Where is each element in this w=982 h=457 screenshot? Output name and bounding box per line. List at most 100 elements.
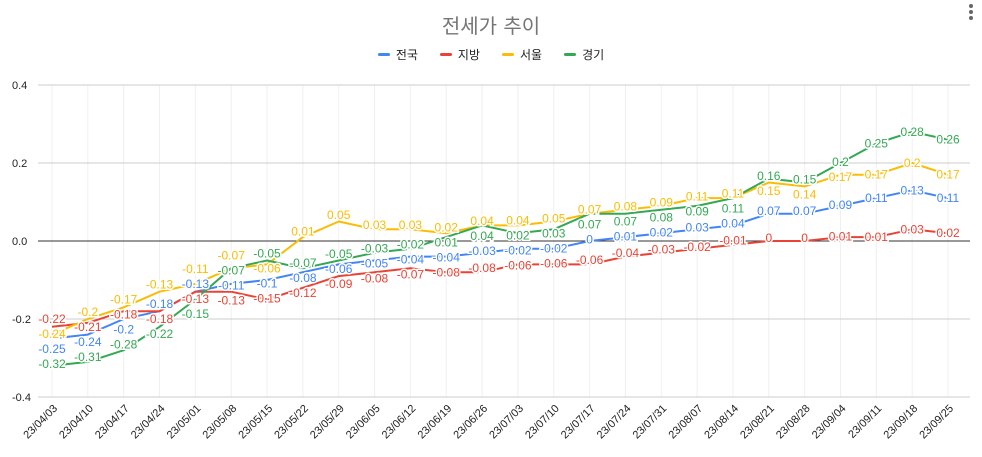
data-label: 0.09 [829,198,853,212]
x-tick-label: 23/05/08 [201,403,240,442]
x-tick-label: 23/07/17 [559,403,598,442]
legend-label: 지방 [457,48,480,62]
x-tick-label: 23/04/10 [57,403,96,442]
data-label: -0.03 [468,244,496,258]
data-label: -0.07 [218,249,246,263]
data-label: -0.13 [182,277,210,291]
data-label: -0.05 [325,247,353,261]
data-label: 0.11 [937,191,960,205]
x-tick-label: 23/09/18 [882,403,921,442]
legend-item-regional[interactable]: 지방 [439,46,480,63]
data-label: 0.11 [722,187,745,201]
x-tick-label: 23/07/10 [523,403,562,442]
y-tick-label: 0.0 [12,236,27,248]
data-label: 0.11 [686,189,709,203]
data-label: 0.03 [399,218,423,232]
data-label: 0.17 [936,168,960,182]
data-label: -0.15 [182,307,210,321]
data-label: -0.25 [38,342,66,356]
x-tick-label: 23/06/05 [344,403,383,442]
data-label: 0.2 [904,156,921,170]
data-label: -0.22 [38,312,66,326]
data-label: 0.04 [470,214,494,228]
data-label: -0.06 [504,258,532,272]
data-label: 0.03 [900,222,924,236]
data-label: 0.17 [829,170,853,184]
data-label: -0.12 [289,286,317,300]
data-label: 0.08 [614,199,638,213]
data-label: -0.03 [361,241,389,255]
data-label: -0.06 [253,262,281,276]
data-label: -0.08 [289,271,317,285]
data-label: 0.01 [614,229,638,243]
data-label: 0.05 [327,208,351,222]
data-label: 0.17 [865,168,889,182]
data-label: -0.06 [540,257,568,271]
y-tick-label: -0.2 [12,314,31,326]
data-label: -0.11 [218,279,245,293]
data-label: 0.03 [363,218,387,232]
more-options-icon[interactable] [968,2,974,22]
data-label: 0.07 [757,204,781,218]
data-label: -0.21 [74,320,102,334]
x-tick-label: 23/09/11 [846,403,884,441]
data-label: 0.09 [650,195,674,209]
x-tick-label: 23/09/25 [917,403,956,442]
data-label: 0.07 [614,214,638,228]
data-label: -0.02 [504,243,532,257]
data-label: 0.2 [832,155,849,169]
data-label: -0.04 [397,252,425,266]
data-label: -0.07 [289,256,317,270]
data-label: 0.02 [650,225,674,239]
legend-swatch [564,53,577,56]
data-label: 0.15 [793,173,817,187]
data-label: 0.15 [757,184,781,198]
legend-item-national[interactable]: 전국 [377,46,418,63]
data-label: -0.2 [113,322,134,336]
series-line-전국 [51,189,949,340]
data-label: -0.07 [397,267,425,281]
data-label: -0.06 [576,253,604,267]
data-label: 0.03 [685,221,709,235]
x-tick-label: 23/06/26 [451,403,490,442]
legend-label: 서울 [520,48,543,62]
legend-label: 경기 [582,48,605,62]
data-label: -0.11 [182,262,209,276]
data-label: 0.14 [793,188,817,202]
data-label: 0.02 [936,226,960,240]
y-tick-label: 0.4 [12,80,27,92]
legend-label: 전국 [395,48,418,62]
legend-swatch [502,53,514,56]
data-label: 0.02 [506,228,530,242]
data-label: -0.13 [218,294,246,308]
x-tick-label: 23/06/12 [380,403,419,442]
x-tick-label: 23/04/17 [93,403,132,442]
series-line-서울 [51,162,949,336]
data-label: -0.22 [146,327,174,341]
series-line-지방 [51,228,949,328]
x-tick-label: 23/05/29 [308,403,347,442]
data-label: -0.04 [433,250,461,264]
series-line-경기 [51,130,949,367]
data-label: 0.02 [435,220,459,234]
y-tick-label: 0.2 [12,158,27,170]
data-label: -0.04 [612,246,640,260]
x-tick-label: 23/07/31 [631,403,670,442]
data-label: -0.05 [361,256,389,270]
data-label: 0.04 [506,213,530,227]
x-tick-label: 23/08/28 [774,403,813,442]
data-label: -0.32 [38,357,66,371]
data-label: -0.03 [648,242,676,256]
data-label: -0.17 [110,292,138,306]
x-tick-label: 23/05/15 [236,403,275,442]
legend-item-seoul[interactable]: 서울 [502,46,542,63]
data-label: 0.03 [542,227,566,241]
data-label: -0.24 [38,327,66,341]
data-label: -0.28 [110,337,138,351]
legend-item-gyeonggi[interactable]: 경기 [564,46,604,63]
x-tick-label: 23/07/24 [595,403,634,442]
data-label: 0.09 [685,204,709,218]
data-label: 0 [765,231,772,245]
legend-swatch [377,53,390,56]
